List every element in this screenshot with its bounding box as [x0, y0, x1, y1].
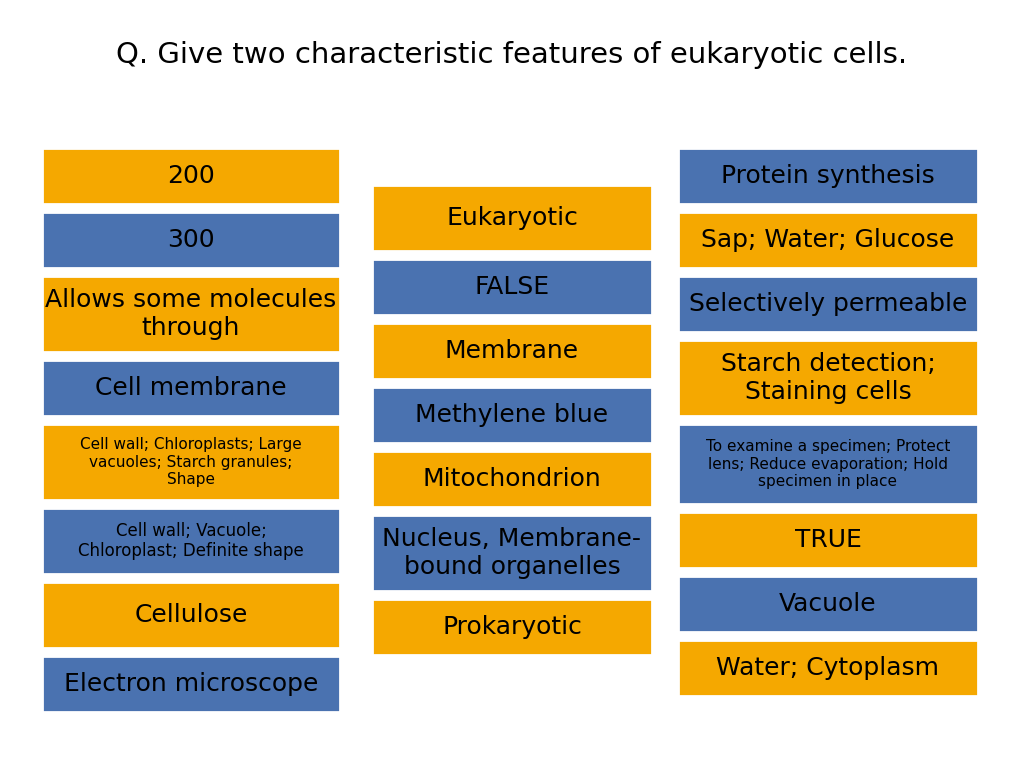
- Bar: [372, 323, 652, 379]
- Text: Cell wall; Chloroplasts; Large
vacuoles; Starch granules;
Shape: Cell wall; Chloroplasts; Large vacuoles;…: [80, 437, 302, 487]
- Bar: [42, 508, 340, 574]
- Bar: [678, 576, 978, 632]
- Text: Cell membrane: Cell membrane: [95, 376, 287, 400]
- Bar: [678, 512, 978, 568]
- Text: 200: 200: [167, 164, 215, 188]
- Text: Vacuole: Vacuole: [779, 592, 877, 616]
- Text: Allows some molecules
through: Allows some molecules through: [45, 288, 337, 340]
- Text: FALSE: FALSE: [474, 275, 550, 299]
- Text: Cell wall; Vacuole;
Chloroplast; Definite shape: Cell wall; Vacuole; Chloroplast; Definit…: [78, 521, 304, 561]
- Bar: [42, 276, 340, 352]
- Text: Electron microscope: Electron microscope: [63, 672, 318, 696]
- Bar: [372, 185, 652, 251]
- Bar: [372, 515, 652, 591]
- Text: To examine a specimen; Protect
lens; Reduce evaporation; Hold
specimen in place: To examine a specimen; Protect lens; Red…: [706, 439, 950, 489]
- Text: Starch detection;
Staining cells: Starch detection; Staining cells: [721, 352, 935, 404]
- Bar: [372, 387, 652, 443]
- Bar: [42, 656, 340, 712]
- Bar: [678, 424, 978, 504]
- Bar: [678, 640, 978, 696]
- Bar: [372, 599, 652, 655]
- Text: Mitochondrion: Mitochondrion: [423, 467, 601, 491]
- Text: Nucleus, Membrane-
bound organelles: Nucleus, Membrane- bound organelles: [383, 527, 641, 579]
- Text: Water; Cytoplasm: Water; Cytoplasm: [717, 656, 939, 680]
- Bar: [42, 424, 340, 500]
- Bar: [42, 360, 340, 416]
- Bar: [678, 212, 978, 268]
- Text: Protein synthesis: Protein synthesis: [721, 164, 935, 188]
- Text: Sap; Water; Glucose: Sap; Water; Glucose: [701, 228, 954, 252]
- Bar: [372, 259, 652, 315]
- Text: Eukaryotic: Eukaryotic: [446, 206, 578, 230]
- Bar: [42, 582, 340, 648]
- Text: Q. Give two characteristic features of eukaryotic cells.: Q. Give two characteristic features of e…: [117, 41, 907, 69]
- Bar: [42, 212, 340, 268]
- Bar: [678, 340, 978, 416]
- Text: Methylene blue: Methylene blue: [416, 403, 608, 427]
- Bar: [372, 451, 652, 507]
- Text: Selectively permeable: Selectively permeable: [689, 292, 968, 316]
- Text: Membrane: Membrane: [445, 339, 579, 363]
- Bar: [42, 148, 340, 204]
- Bar: [678, 148, 978, 204]
- Bar: [678, 276, 978, 332]
- Text: 300: 300: [167, 228, 215, 252]
- Text: Cellulose: Cellulose: [134, 603, 248, 627]
- Text: Prokaryotic: Prokaryotic: [442, 615, 582, 639]
- Text: TRUE: TRUE: [795, 528, 861, 552]
